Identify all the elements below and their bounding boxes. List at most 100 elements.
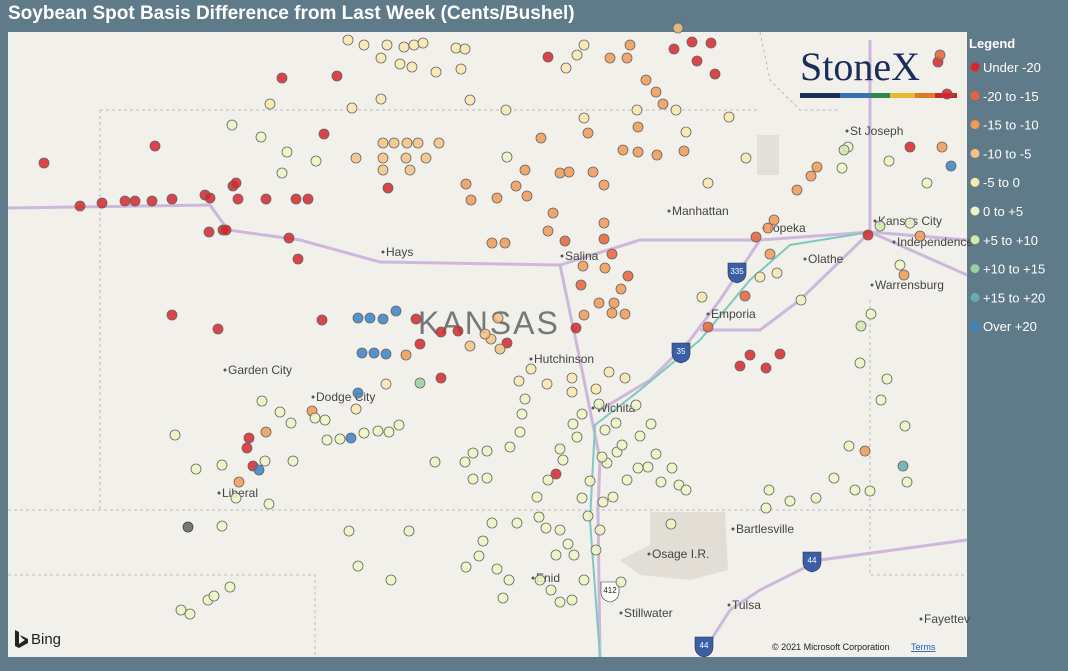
station-dot [414, 338, 426, 350]
station-dot [331, 70, 343, 82]
station-dot [281, 146, 293, 158]
station-dot [499, 237, 511, 249]
city-label: Garden City [228, 363, 292, 377]
station-dot [914, 230, 926, 242]
city-label: Dodge City [316, 390, 375, 404]
station-dot [274, 406, 286, 418]
station-dot [169, 429, 181, 441]
station-dot [481, 472, 493, 484]
legend-label: -10 to -5 [983, 146, 1031, 161]
station-dot [578, 309, 590, 321]
station-dot [881, 373, 893, 385]
station-dot [492, 312, 504, 324]
map-background [8, 32, 967, 657]
station-dot [621, 474, 633, 486]
station-dot [372, 425, 384, 437]
station-dot [578, 39, 590, 51]
station-dot [467, 473, 479, 485]
station-dot [375, 93, 387, 105]
station-dot [477, 535, 489, 547]
station-dot [380, 378, 392, 390]
city-marker [560, 254, 564, 258]
legend-swatch [970, 264, 980, 274]
station-dot [547, 207, 559, 219]
legend-label: Under -20 [983, 60, 1041, 75]
station-dot [429, 456, 441, 468]
station-dot [406, 61, 418, 73]
city-label: Independence [897, 235, 973, 249]
station-dot [401, 137, 413, 149]
station-dot [390, 305, 402, 317]
station-dot [936, 141, 948, 153]
station-dot [408, 39, 420, 51]
urban-areas [620, 135, 779, 580]
station-dot [394, 58, 406, 70]
city-marker [873, 219, 877, 223]
legend-swatch [970, 120, 980, 130]
station-dot [410, 313, 422, 325]
station-dot [898, 269, 910, 281]
station-dot [805, 170, 817, 182]
station-dot [309, 412, 321, 424]
station-dot [302, 193, 314, 205]
station-dot [464, 94, 476, 106]
station-dot [516, 408, 528, 420]
station-dot [855, 320, 867, 332]
station-dot [666, 462, 678, 474]
station-dot [334, 433, 346, 445]
station-dot [501, 337, 513, 349]
legend-label: +15 to +20 [983, 290, 1045, 305]
station-dot [734, 360, 746, 372]
station-dot [243, 432, 255, 444]
station-dot [540, 522, 552, 534]
legend-swatch [970, 148, 980, 158]
station-dot [577, 260, 589, 272]
city-label: Tulsa [732, 598, 761, 612]
station-dot [650, 86, 662, 98]
station-dot [784, 495, 796, 507]
station-dot [575, 279, 587, 291]
station-dot [74, 200, 86, 212]
station-dot [510, 180, 522, 192]
station-dot [146, 195, 158, 207]
station-dot [680, 484, 692, 496]
station-dot [550, 549, 562, 561]
station-dot [642, 461, 654, 473]
legend-swatch [970, 235, 980, 245]
station-dot [545, 584, 557, 596]
station-dot [377, 164, 389, 176]
station-dot [596, 451, 608, 463]
station-dot [255, 131, 267, 143]
station-dot [318, 128, 330, 140]
station-dot [631, 104, 643, 116]
legend-label: 0 to +5 [983, 204, 1023, 219]
station-dot [590, 383, 602, 395]
terms-link[interactable]: Terms [911, 642, 936, 652]
station-dot [358, 39, 370, 51]
station-dot [705, 37, 717, 49]
station-dot [450, 42, 462, 54]
bing-logo: Bing [15, 630, 61, 648]
logo: StoneX [800, 44, 920, 89]
station-dot [550, 468, 562, 480]
city-marker [706, 312, 710, 316]
station-dot [224, 581, 236, 593]
station-dot [562, 538, 574, 550]
station-dot [263, 498, 275, 510]
station-dot [377, 313, 389, 325]
station-dot [945, 160, 957, 172]
city-label: Wichita [596, 401, 636, 415]
station-dot [632, 146, 644, 158]
station-dot [593, 398, 605, 410]
station-dot [616, 439, 628, 451]
station-dot [321, 434, 333, 446]
station-dot [352, 387, 364, 399]
station-dot [606, 307, 618, 319]
station-dot [129, 195, 141, 207]
legend-label: -20 to -15 [983, 89, 1039, 104]
station-dot [216, 520, 228, 532]
station-dot [383, 426, 395, 438]
station-dot [740, 152, 752, 164]
